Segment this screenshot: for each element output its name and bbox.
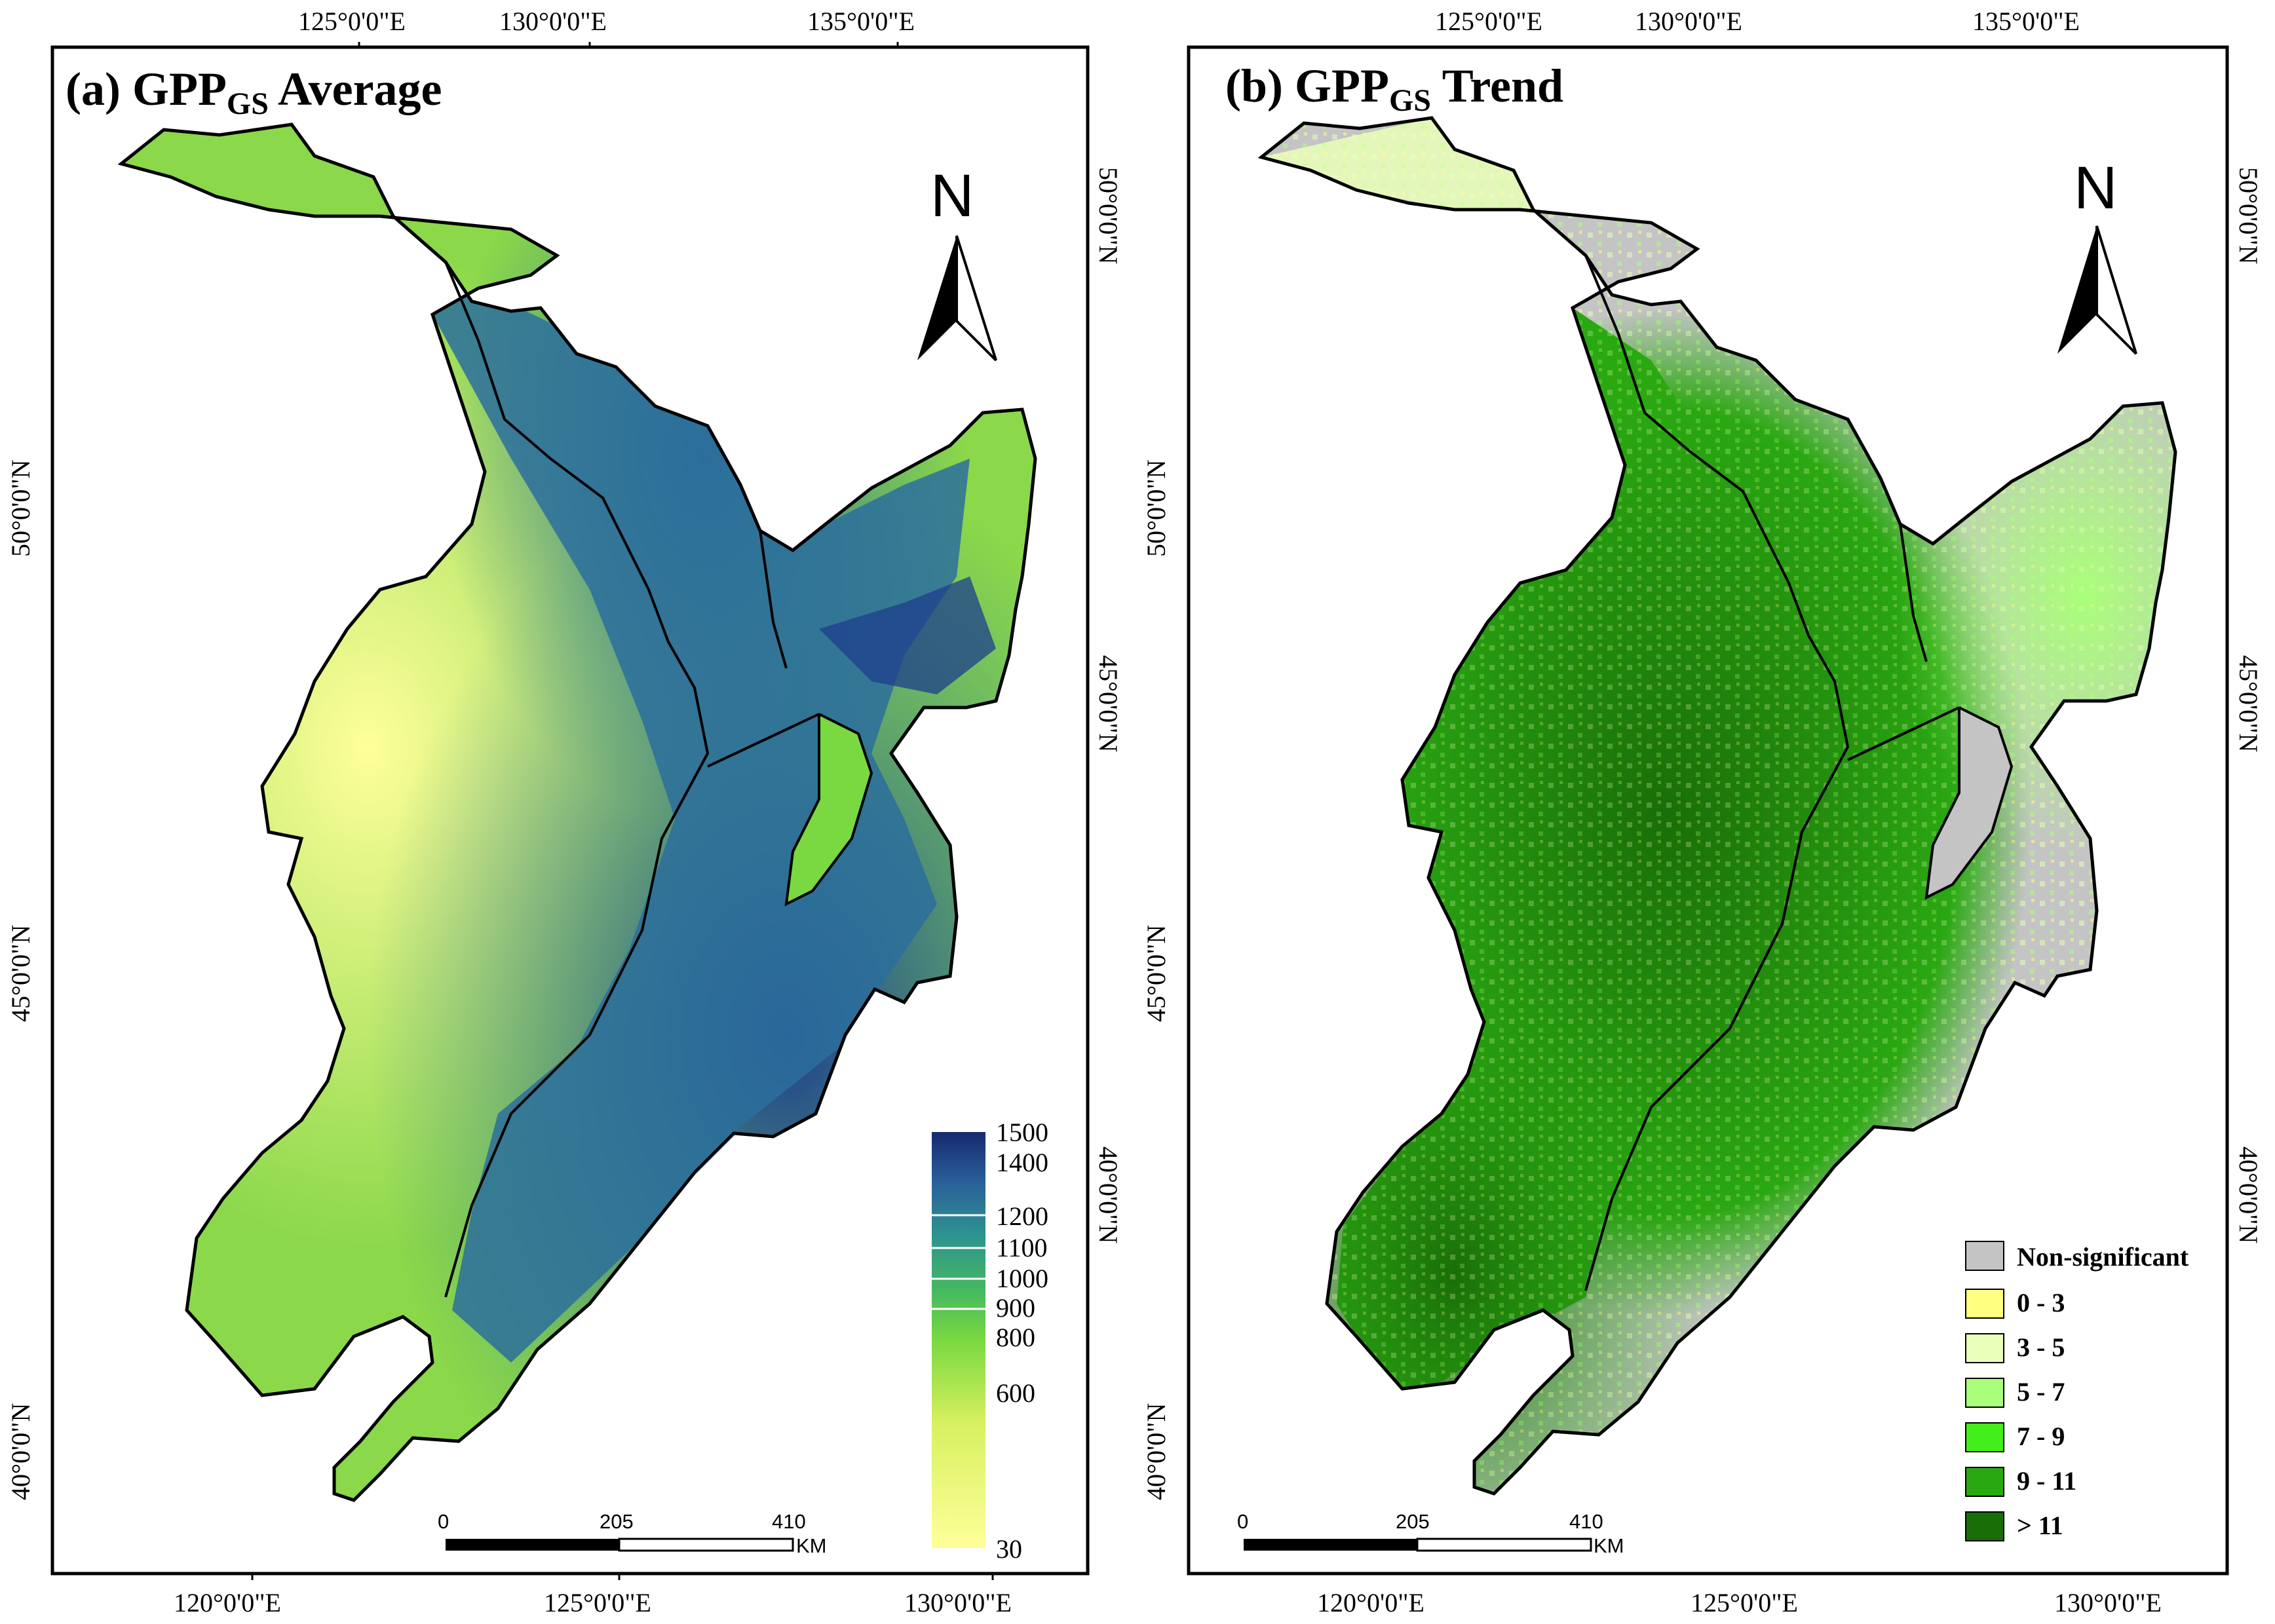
svg-text:410: 410 (1569, 1510, 1603, 1533)
tick-label: 40°0'0"N (1141, 1403, 1171, 1500)
panel-a-title: (a) GPPGS Average (66, 63, 442, 121)
tick-label: 45°0'0"N (2234, 655, 2263, 752)
panel-a-bottom-ticks: 120°0'0"E 125°0'0"E 130°0'0"E (174, 1574, 1012, 1617)
colorbar-label: 1400 (996, 1148, 1048, 1177)
svg-text:205: 205 (600, 1510, 634, 1533)
legend-swatch (1965, 1241, 2004, 1271)
colorbar-label: 900 (996, 1293, 1035, 1323)
legend-swatch (1965, 1467, 2004, 1497)
panel-b-top-ticks: 125°0'0"E 130°0'0"E 135°0'0"E (1435, 7, 2080, 36)
svg-text:0: 0 (438, 1510, 449, 1533)
panel-b-title: (b) GPPGS Trend (1225, 60, 1563, 118)
trend-legend: Non-significant 0 - 3 3 - 5 5 - 7 7 - 9 … (1965, 1241, 2189, 1541)
panel-b: 125°0'0"E 130°0'0"E 135°0'0"E 120°0'0"E … (1141, 7, 2263, 1617)
svg-text:N: N (2074, 155, 2117, 221)
tick-label: 50°0'0"N (1141, 460, 1171, 557)
tick-label: 125°0'0"E (1691, 1588, 1798, 1617)
tick-label: 45°0'0"N (1094, 655, 1123, 752)
legend-label: Non-significant (2017, 1242, 2189, 1272)
tick-label: 125°0'0"E (544, 1588, 651, 1617)
tick-label: 40°0'0"N (6, 1403, 35, 1500)
tick-label: 40°0'0"N (2234, 1146, 2263, 1243)
panel-a-right-ticks: 50°0'0"N 45°0'0"N 40°0'0"N (1094, 167, 1123, 1243)
legend-swatch (1965, 1333, 2004, 1363)
tick-label: 130°0'0"E (1635, 7, 1742, 36)
colorbar-label: 1100 (996, 1233, 1048, 1262)
tick-label: 45°0'0"N (1141, 925, 1171, 1022)
legend-label: 0 - 3 (2017, 1288, 2065, 1317)
panel-a-top-ticks: 125°0'0"E 130°0'0"E 135°0'0"E (298, 7, 915, 47)
panel-a: 125°0'0"E 130°0'0"E 135°0'0"E 120°0'0"E … (6, 7, 1123, 1617)
tick-label: 50°0'0"N (6, 460, 35, 557)
svg-text:410: 410 (772, 1510, 806, 1533)
svg-text:KM: KM (1594, 1534, 1624, 1557)
legend-label: 9 - 11 (2017, 1466, 2076, 1496)
svg-text:KM: KM (796, 1534, 827, 1557)
legend-label: > 11 (2017, 1511, 2063, 1540)
legend-swatch (1965, 1378, 2004, 1408)
tick-label: 130°0'0"E (904, 1588, 1012, 1617)
panel-b-left-ticks: 50°0'0"N 45°0'0"N 40°0'0"N (1141, 460, 1171, 1500)
tick-label: 40°0'0"N (1094, 1146, 1123, 1243)
tick-label: 135°0'0"E (807, 7, 915, 36)
tick-label: 120°0'0"E (174, 1588, 281, 1617)
svg-text:205: 205 (1396, 1510, 1430, 1533)
colorbar-label: 1000 (996, 1264, 1048, 1293)
tick-label: 135°0'0"E (1972, 7, 2080, 36)
colorbar-label: 800 (996, 1323, 1035, 1352)
legend-swatch (1965, 1511, 2004, 1541)
tick-label: 130°0'0"E (2054, 1588, 2162, 1617)
svg-text:0: 0 (1237, 1510, 1248, 1533)
tick-label: 125°0'0"E (1435, 7, 1542, 36)
colorbar-label: 600 (996, 1378, 1035, 1408)
colorbar: 1500 1400 1200 1100 1000 900 800 600 30 (932, 1118, 1048, 1564)
north-arrow-icon: N (917, 162, 997, 362)
legend-label: 7 - 9 (2017, 1422, 2065, 1451)
legend-label: 3 - 5 (2017, 1332, 2065, 1362)
north-arrow-icon: N (2057, 155, 2137, 355)
panel-b-bottom-ticks: 120°0'0"E 125°0'0"E 130°0'0"E (1317, 1588, 2162, 1617)
tick-label: 50°0'0"N (2234, 167, 2263, 264)
scale-bar: 0 205 410 KM (1237, 1510, 1624, 1557)
legend-swatch (1965, 1422, 2004, 1452)
tick-label: 45°0'0"N (6, 925, 35, 1022)
scale-bar: 0 205 410 KM (438, 1510, 827, 1557)
tick-label: 130°0'0"E (499, 7, 607, 36)
panel-a-left-ticks: 50°0'0"N 45°0'0"N 40°0'0"N (6, 460, 35, 1500)
colorbar-label: 1200 (996, 1201, 1048, 1231)
panel-b-right-ticks: 50°0'0"N 45°0'0"N 40°0'0"N (2234, 167, 2263, 1243)
tick-label: 120°0'0"E (1317, 1588, 1424, 1617)
colorbar-label: 1500 (996, 1118, 1048, 1147)
svg-text:N: N (930, 162, 974, 229)
tick-label: 125°0'0"E (298, 7, 406, 36)
tick-label: 50°0'0"N (1094, 167, 1123, 264)
legend-swatch (1965, 1289, 2004, 1319)
colorbar-label: 30 (996, 1534, 1022, 1564)
legend-label: 5 - 7 (2017, 1377, 2065, 1407)
